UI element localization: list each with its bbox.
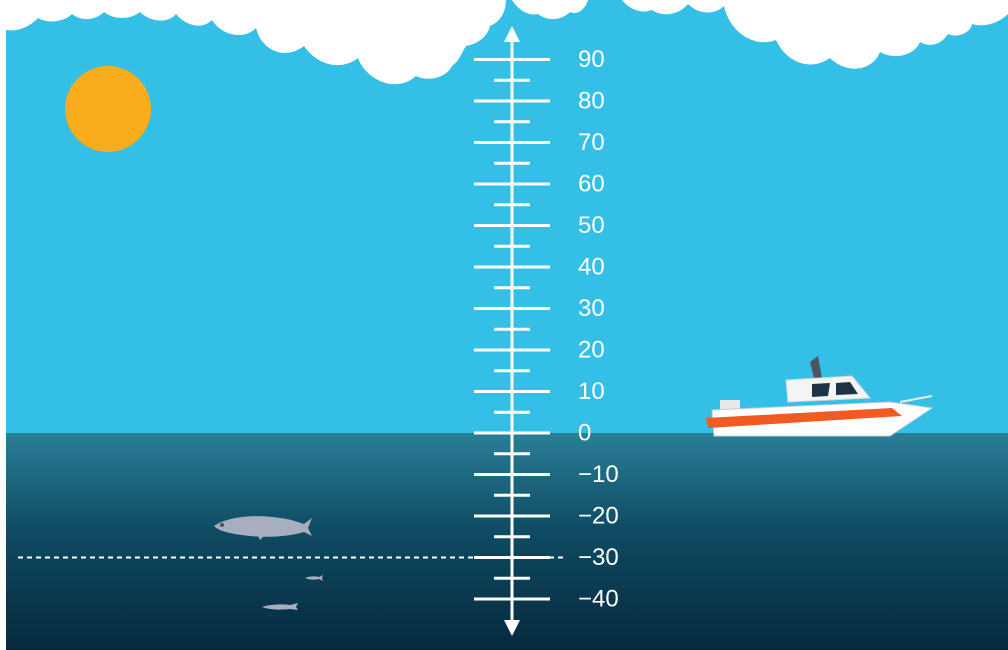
- tick-label: −10: [578, 461, 619, 488]
- tick-label: −20: [578, 502, 619, 529]
- tick-label: 70: [578, 129, 605, 156]
- tick-label: 80: [578, 87, 605, 114]
- tick-label: −30: [578, 544, 619, 571]
- tick-label: 30: [578, 295, 605, 322]
- tick-label: 20: [578, 336, 605, 363]
- tick-label: −40: [578, 585, 619, 612]
- tick-label: 0: [578, 419, 591, 446]
- sun-icon: [65, 66, 151, 152]
- tick-label: 90: [578, 46, 605, 73]
- tick-label: 10: [578, 378, 605, 405]
- sea: [6, 433, 1008, 650]
- tick-label: 40: [578, 253, 605, 280]
- tick-label: 50: [578, 212, 605, 239]
- tick-label: 60: [578, 170, 605, 197]
